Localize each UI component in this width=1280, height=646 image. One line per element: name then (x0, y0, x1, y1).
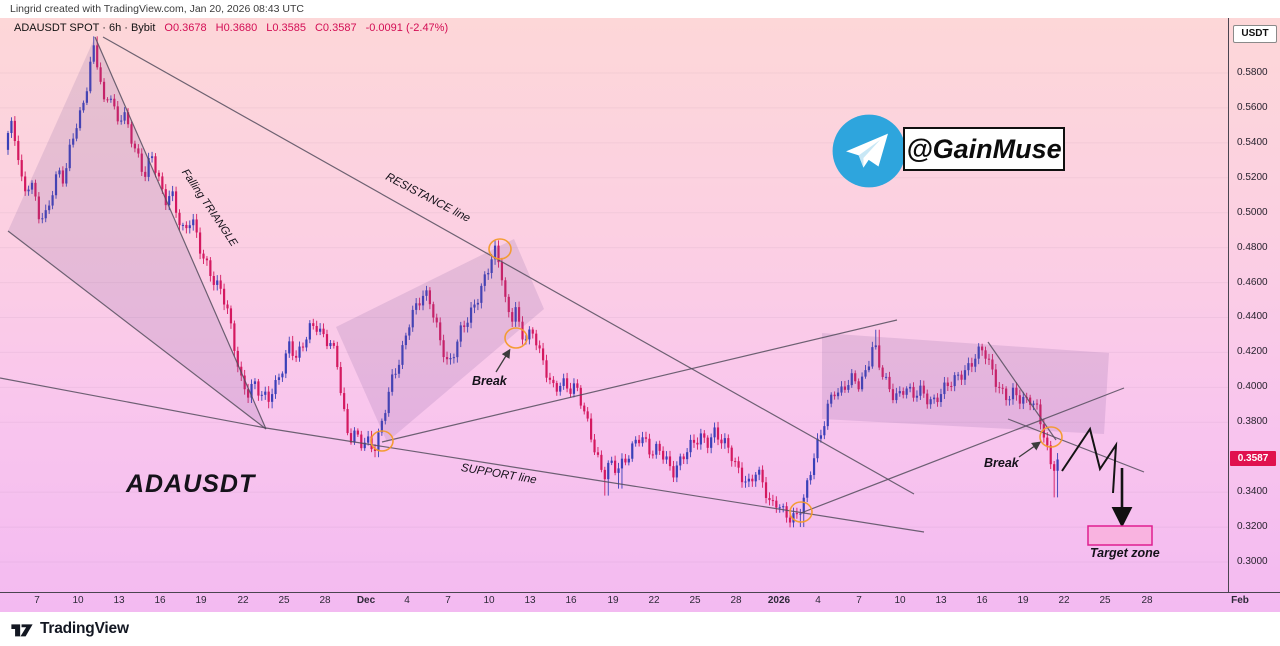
time-tick-label: 28 (730, 595, 742, 606)
break-arrow-1 (495, 348, 511, 373)
falling-wedge-fill (8, 37, 266, 428)
wedge-lower (7, 230, 267, 430)
currency-toggle-button[interactable]: USDT (1233, 25, 1277, 43)
time-tick-label: 28 (1141, 595, 1153, 606)
time-tick-label: 16 (565, 595, 577, 606)
last-price-badge: 0.3587 (1230, 451, 1276, 466)
breakout-circle (488, 238, 512, 260)
telegram-icon[interactable] (831, 113, 907, 189)
ohlc-token: O0.3678 (164, 22, 207, 34)
break-arrow-2 (1018, 441, 1042, 458)
time-tick-label: 25 (1099, 595, 1111, 606)
breakout-circle (1039, 426, 1063, 448)
time-tick-label: 2026 (767, 595, 791, 606)
time-tick-label: 13 (524, 595, 536, 606)
time-tick-label: 10 (483, 595, 495, 606)
time-tick-label: Dec (356, 595, 376, 606)
time-tick-label: 28 (319, 595, 331, 606)
ohlc-token: L0.3585 (266, 22, 306, 34)
time-tick-label: 7 (34, 595, 40, 606)
breakout-circle (504, 327, 528, 349)
time-tick-label: 25 (278, 595, 290, 606)
time-tick-label: 10 (72, 595, 84, 606)
lower-trend-line (1007, 418, 1145, 473)
resistance-line (102, 36, 915, 495)
price-tick-label: 0.4400 (1237, 311, 1268, 323)
attribution-bar: Lingrid created with TradingView.com, Ja… (0, 0, 1280, 18)
price-tick-label: 0.3200 (1237, 521, 1268, 533)
time-tick-label: 19 (195, 595, 207, 606)
ohlc-token: C0.3587 (314, 22, 357, 34)
time-tick-label: 4 (404, 595, 410, 606)
breakout-circle (370, 430, 394, 452)
price-tick-label: 0.5600 (1237, 101, 1268, 113)
time-tick-label: 19 (1017, 595, 1029, 606)
symbol-legend[interactable]: ADAUSDT SPOT · 6h · Bybit O0.3678 H0.3680 L… (14, 22, 448, 34)
price-tick-label: 0.4200 (1237, 346, 1268, 358)
price-tick-label: 0.3000 (1237, 555, 1268, 567)
footer-bar: TradingView (0, 612, 1280, 646)
box-fill (822, 333, 1109, 434)
channel-fill (336, 239, 544, 442)
pattern-shading (8, 37, 1109, 442)
time-tick-label: 16 (154, 595, 166, 606)
tradingview-logo-icon[interactable] (10, 621, 34, 638)
price-axis[interactable]: USDT 0.5800 0.5600 0.5400 0.5200 0.5000 0.480… (1228, 18, 1280, 612)
ohlc-token: H0.3680 (215, 22, 258, 34)
chart-background (0, 18, 1280, 612)
time-tick-label: 10 (894, 595, 906, 606)
time-tick-label: 7 (856, 595, 862, 606)
ohlc-token: -0.0091 (-2.47%) (365, 22, 449, 34)
time-axis-border (0, 592, 1280, 593)
time-tick-label: 22 (1058, 595, 1070, 606)
time-tick-label: 22 (237, 595, 249, 606)
time-tick-label: 16 (976, 595, 988, 606)
telegram-handle-badge[interactable]: @GainMuse (903, 127, 1065, 171)
target-zone-box (1087, 525, 1153, 546)
symbol-watermark-label: ADAUSDT (126, 470, 256, 498)
time-tick-label: 13 (935, 595, 947, 606)
zigzag-projection (1061, 426, 1118, 494)
target-zone-label[interactable]: Target zone (1090, 546, 1160, 560)
time-tick-label: 22 (648, 595, 660, 606)
support-line (265, 427, 925, 533)
price-axis-border (1228, 18, 1229, 593)
time-axis[interactable]: 7 10 13 16 19 22 25 28 Dec 4 7 10 13 16 19 22 25 28 2026 4 7… (0, 595, 1280, 611)
time-tick-label: 4 (815, 595, 821, 606)
price-tick-label: 0.5200 (1237, 171, 1268, 183)
time-tick-label: 19 (607, 595, 619, 606)
candles (6, 36, 1059, 528)
trend-lines[interactable] (0, 36, 1145, 533)
price-tick-label: 0.4600 (1237, 276, 1268, 288)
price-tick-label: 0.5000 (1237, 206, 1268, 218)
retest-line (800, 387, 1125, 514)
break-steep-line (987, 341, 1057, 441)
attribution-text: Lingrid created with TradingView.com, Ja… (10, 3, 304, 15)
markers-and-arrows[interactable] (370, 238, 1153, 546)
price-tick-label: 0.3800 (1237, 416, 1268, 428)
time-tick-label: 13 (113, 595, 125, 606)
price-tick-label: 0.4000 (1237, 381, 1268, 393)
time-tick-label: 25 (689, 595, 701, 606)
telegram-handle: @GainMuse (906, 133, 1062, 164)
time-tick-label: Feb (1231, 595, 1249, 606)
time-tick-label: 7 (445, 595, 451, 606)
breakout-circle (789, 501, 813, 523)
break-label-1[interactable]: Break (472, 374, 507, 388)
support-left (0, 377, 267, 429)
price-tick-label: 0.5400 (1237, 136, 1268, 148)
rising-line (381, 319, 898, 443)
tradingview-logo-text[interactable]: TradingView (40, 620, 129, 637)
symbol-title: ADAUSDT SPOT · 6h · Bybit (14, 22, 156, 34)
wedge-upper (94, 36, 267, 430)
price-tick-label: 0.5800 (1237, 67, 1268, 78)
price-tick-label: 0.4800 (1237, 241, 1268, 253)
break-label-2[interactable]: Break (984, 456, 1019, 470)
price-tick-label: 0.3400 (1237, 486, 1268, 498)
ohlc-values: O0.3678 H0.3680 L0.3585 C0.3587 -0.0091 (-2.… (155, 22, 448, 34)
